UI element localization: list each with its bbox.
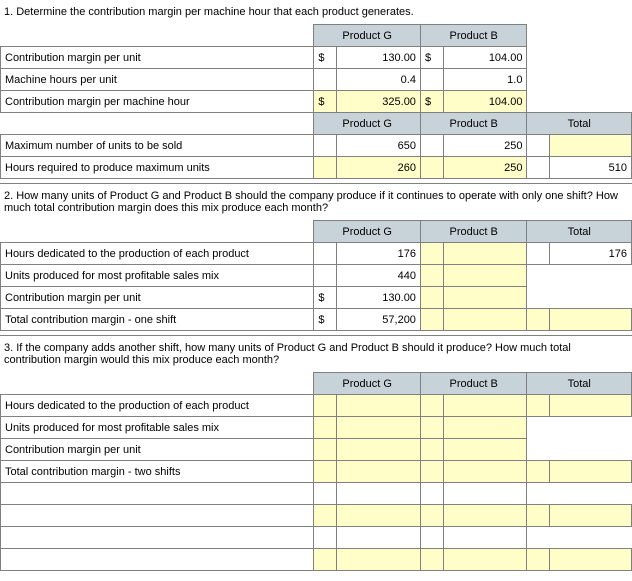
row-label: Contribution margin per unit [1, 439, 314, 461]
cell-value[interactable] [443, 439, 527, 461]
col-total: Total [527, 113, 632, 135]
cell-value[interactable]: 130.00 [337, 287, 421, 309]
cell-value[interactable]: 440 [337, 265, 421, 287]
cell-value[interactable] [443, 417, 527, 439]
col-total: Total [527, 373, 632, 395]
row-label: Contribution margin per unit [1, 287, 314, 309]
currency: $ [314, 91, 337, 113]
cell-value[interactable] [337, 417, 421, 439]
row-label: Hours dedicated to the production of eac… [1, 395, 314, 417]
table-row: Maximum number of units to be sold 650 2… [1, 135, 632, 157]
col-product-g: Product G [314, 373, 421, 395]
col-total: Total [527, 221, 632, 243]
row-label: Units produced for most profitable sales… [1, 417, 314, 439]
cell-value[interactable]: 260 [337, 157, 421, 179]
cell-value[interactable]: 510 [550, 157, 632, 179]
table-row: Units produced for most profitable sales… [1, 417, 632, 439]
cell-value[interactable]: 250 [443, 157, 527, 179]
table-row: Total contribution margin - two shifts [1, 461, 632, 483]
section2-title: 2. How many units of Product G and Produ… [0, 183, 632, 220]
col-product-g: Product G [314, 25, 421, 47]
currency: $ [314, 47, 337, 69]
section2-table: Product G Product B Total Hours dedicate… [0, 220, 632, 331]
cell-value[interactable]: 650 [337, 135, 421, 157]
col-product-b: Product B [420, 113, 527, 135]
section1-table1: Product G Product B Contribution margin … [0, 24, 632, 179]
cell-value[interactable] [550, 395, 632, 417]
cell-value[interactable]: 325.00 [337, 91, 421, 113]
row-label: Contribution margin per unit [1, 47, 314, 69]
section3-title: 3. If the company adds another shift, ho… [0, 335, 632, 372]
table-row: Contribution margin per machine hour $ 3… [1, 91, 632, 113]
col-product-b: Product B [420, 373, 527, 395]
col-product-g: Product G [314, 221, 421, 243]
row-label: Machine hours per unit [1, 69, 314, 91]
table-row: Hours required to produce maximum units … [1, 157, 632, 179]
section1-title: 1. Determine the contribution margin per… [0, 0, 632, 24]
row-label: Total contribution margin - two shifts [1, 461, 314, 483]
cell-value[interactable] [550, 135, 632, 157]
col-product-b: Product B [420, 221, 527, 243]
cell-value[interactable]: 176 [550, 243, 632, 265]
table-row: Units produced for most profitable sales… [1, 265, 632, 287]
cell-value[interactable]: 250 [443, 135, 527, 157]
cell-value[interactable]: 130.00 [337, 47, 421, 69]
table-row [1, 505, 632, 527]
table-row: Hours dedicated to the production of eac… [1, 243, 632, 265]
row-label: Maximum number of units to be sold [1, 135, 314, 157]
row-label: Hours dedicated to the production of eac… [1, 243, 314, 265]
row-label: Hours required to produce maximum units [1, 157, 314, 179]
cell-value[interactable] [550, 309, 632, 331]
table-row: Hours dedicated to the production of eac… [1, 395, 632, 417]
cell-value[interactable]: 104.00 [443, 47, 527, 69]
cell-value[interactable] [443, 309, 527, 331]
cell-value[interactable]: 1.0 [443, 69, 527, 91]
row-label: Total contribution margin - one shift [1, 309, 314, 331]
table-row: Contribution margin per unit [1, 439, 632, 461]
cell-value[interactable] [337, 439, 421, 461]
table-row [1, 527, 632, 549]
cell-value[interactable]: 57,200 [337, 309, 421, 331]
currency: $ [420, 47, 443, 69]
cell-value[interactable] [443, 395, 527, 417]
col-product-g: Product G [314, 113, 421, 135]
table-row [1, 549, 632, 571]
col-product-b: Product B [420, 25, 527, 47]
currency: $ [314, 287, 337, 309]
table-row: Machine hours per unit 0.4 1.0 [1, 69, 632, 91]
table-row [1, 483, 632, 505]
row-label: Contribution margin per machine hour [1, 91, 314, 113]
table-row: Contribution margin per unit $ 130.00 [1, 287, 632, 309]
cell-value[interactable] [337, 461, 421, 483]
cell-value[interactable] [337, 395, 421, 417]
cell-value[interactable] [443, 287, 527, 309]
cell-value[interactable]: 104.00 [443, 91, 527, 113]
section3-table: Product G Product B Total Hours dedicate… [0, 372, 632, 571]
cell-value[interactable] [443, 265, 527, 287]
row-label: Units produced for most profitable sales… [1, 265, 314, 287]
currency: $ [420, 91, 443, 113]
cell-value[interactable] [443, 461, 527, 483]
cell-value[interactable] [550, 461, 632, 483]
cell-value[interactable] [443, 243, 527, 265]
cell-value[interactable]: 176 [337, 243, 421, 265]
table-row: Total contribution margin - one shift $ … [1, 309, 632, 331]
cell-value[interactable]: 0.4 [337, 69, 421, 91]
currency: $ [314, 309, 337, 331]
table-row: Contribution margin per unit $ 130.00 $ … [1, 47, 632, 69]
